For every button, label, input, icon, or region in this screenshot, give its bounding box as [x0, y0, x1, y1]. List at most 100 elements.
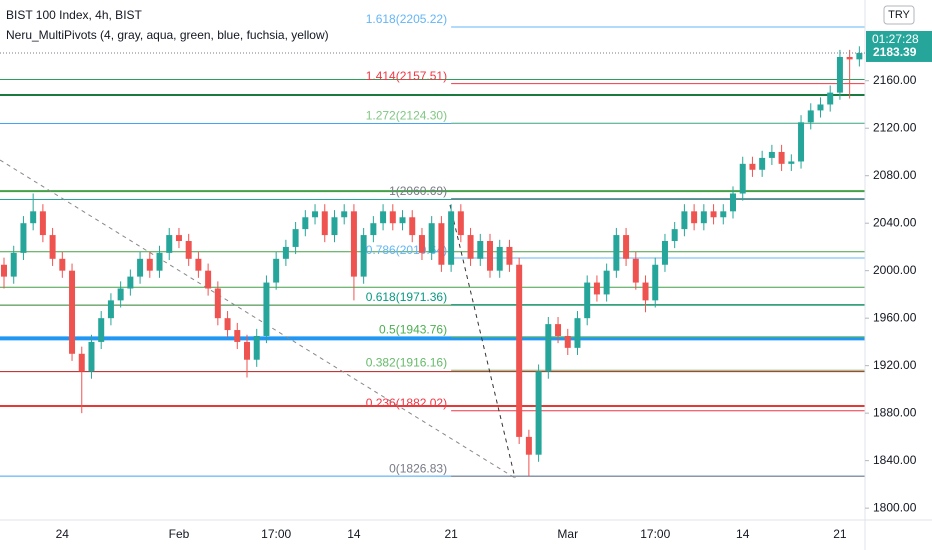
candle-body: [798, 122, 805, 162]
candle-body: [807, 110, 814, 123]
candle-body: [350, 211, 357, 277]
candle-body: [467, 235, 474, 259]
candle-body: [49, 235, 56, 259]
countdown: 01:27:28: [872, 32, 919, 46]
candle-body: [739, 163, 746, 194]
trend-line: [449, 204, 516, 479]
candle-body: [516, 264, 523, 437]
candle-body: [292, 229, 299, 247]
x-tick-label: 17:00: [640, 527, 670, 541]
candle-body: [127, 276, 134, 289]
candle-body: [613, 235, 620, 271]
price-box: [866, 43, 932, 62]
candle-body: [156, 252, 163, 271]
candle-body: [720, 211, 727, 218]
fib-label: 0.236(1882.02): [366, 396, 447, 410]
trend-line: [0, 159, 516, 479]
currency-label[interactable]: TRY: [888, 9, 910, 21]
candle-body: [457, 211, 464, 236]
x-tick-label: 14: [736, 527, 750, 541]
candle-body: [710, 211, 717, 218]
fib-label: 0.382(1916.16): [366, 355, 447, 369]
candle-body: [584, 282, 591, 319]
candle-body: [321, 211, 328, 236]
levels: 1.618(2205.22) 1.414(2157.51) 1.272(2124.3…: [0, 12, 865, 477]
candle-body: [574, 318, 581, 348]
y-tick-label: 1800.00: [873, 500, 917, 514]
candle-body: [418, 235, 425, 253]
x-tick-label: Mar: [557, 527, 578, 541]
candle-body: [20, 223, 27, 253]
candle-body: [30, 211, 37, 224]
candle-body: [428, 223, 435, 253]
x-tick-label: 17:00: [261, 527, 291, 541]
candle-body: [603, 270, 610, 295]
candle-body: [642, 282, 649, 301]
fib-label: 0(1826.83): [389, 461, 447, 475]
fib-label: 0.5(1943.76): [379, 323, 447, 337]
candle-body: [214, 288, 221, 319]
candle-body: [69, 270, 76, 354]
candle-body: [448, 211, 455, 265]
candle-body: [671, 229, 678, 242]
fib-label: 1.618(2205.22): [366, 12, 447, 26]
x-tick-label: 24: [56, 527, 70, 541]
candle-body: [117, 288, 124, 301]
candle-body: [496, 246, 503, 271]
candle-body: [244, 341, 250, 360]
candle-body: [234, 330, 241, 342]
candle-body: [525, 436, 532, 455]
y-tick-label: 2160.00: [873, 73, 917, 87]
candle-body: [341, 211, 348, 218]
candle-body: [399, 217, 406, 224]
candle-body: [360, 235, 367, 277]
candle-body: [282, 246, 289, 259]
candle-body: [389, 211, 396, 224]
candle-body: [146, 258, 153, 271]
candle-body: [535, 371, 542, 455]
candles: [1, 46, 863, 477]
y-tick-label: 1920.00: [873, 358, 917, 372]
candle-body: [438, 223, 445, 265]
candle-body: [661, 241, 668, 265]
candle-body: [749, 163, 756, 170]
legend-bg: [2, 8, 357, 48]
candle-body: [273, 258, 280, 283]
candle-body: [175, 235, 182, 242]
candle-body: [593, 282, 600, 295]
y-tick-label: 2120.00: [873, 120, 917, 134]
candle-body: [409, 217, 416, 236]
candle-body: [195, 258, 202, 271]
candle-body: [555, 324, 562, 336]
candle-body: [302, 217, 309, 230]
x-tick-label: 21: [833, 527, 847, 541]
candle-body: [137, 258, 144, 277]
candle-body: [185, 241, 192, 259]
candle-body: [730, 193, 736, 212]
y-tick-label: 2000.00: [873, 263, 917, 277]
currency-button[interactable]: [883, 5, 915, 25]
candle-body: [545, 324, 552, 372]
candle-body: [370, 223, 377, 236]
fib-label: 0.786(2010.64): [366, 243, 447, 257]
candle-body: [768, 151, 775, 158]
candle-body: [107, 300, 114, 319]
candle-body: [778, 151, 785, 164]
candle-body: [78, 353, 85, 372]
fib-label: 1(2060.69): [389, 184, 447, 198]
x-tick-label: 21: [444, 527, 458, 541]
candle-body: [1, 264, 7, 277]
candle-body: [788, 161, 795, 164]
candle-body: [623, 235, 630, 259]
candle-body: [380, 211, 387, 224]
candle-body: [166, 235, 173, 253]
candle-body: [59, 258, 66, 271]
candle-body: [506, 246, 513, 265]
y-tick-label: 2040.00: [873, 215, 917, 229]
chart-title: BIST 100 Index, 4h, BIST: [6, 8, 143, 22]
candle-body: [632, 258, 639, 283]
candle-body: [331, 217, 338, 236]
candle-body: [564, 335, 571, 348]
candle-body: [836, 56, 843, 93]
